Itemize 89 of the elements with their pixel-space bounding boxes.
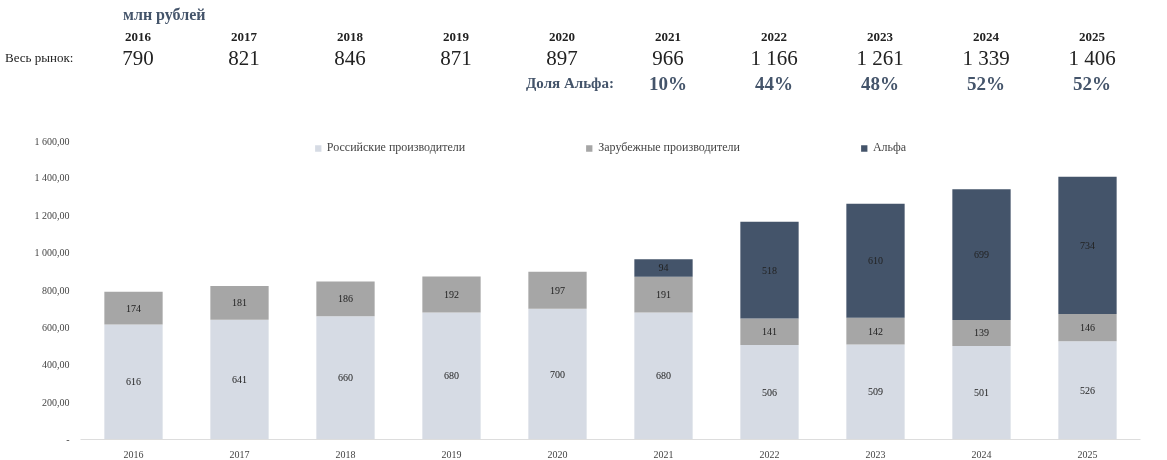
y-tick-label: 400,00 [42,359,70,371]
text: 871 [439,45,473,72]
category-label: 2018 [337,29,363,44]
bar [528,271,587,309]
y-tick-label: 1 000,00 [34,247,70,259]
data-label: 526 [1080,384,1095,396]
y-tick-label: - [66,434,70,445]
data-label: 142 [868,325,883,337]
legend-label: Зарубежные производители [598,140,740,155]
y-tick-label: 1 600,00 [34,135,70,147]
bar [740,318,799,345]
text: 966 [651,45,685,72]
legend-label: Альфа [872,140,907,155]
data-label: 680 [444,370,459,382]
data-label: 660 [338,372,353,384]
bar [1058,313,1117,342]
bar [740,221,799,319]
bar [846,203,905,318]
text: 48% [860,71,900,96]
data-label: 146 [1080,322,1095,334]
chart-title: млн рублей [123,5,207,25]
data-label: 197 [550,284,565,296]
y-tick-label: 1 400,00 [34,172,70,184]
text: 897 [545,45,579,72]
bar [104,291,163,325]
y-tick-label: 200,00 [42,396,70,408]
bar [1058,176,1117,314]
x-tick-label: 2024 [971,448,992,460]
x-tick-label: 2019 [441,448,462,460]
bar [952,189,1011,320]
data-label: 616 [126,376,141,388]
x-tick-label: 2017 [229,448,250,460]
text: Весь рынок: [5,49,75,68]
text: 1 261 [855,45,905,72]
text: 1 406 [1067,45,1117,72]
category-label: 2024 [973,29,999,44]
bar [846,317,905,345]
data-label: 641 [232,374,247,386]
category-label: 2019 [443,29,469,44]
category-label: 2017 [231,29,257,44]
text: 790 [121,45,155,72]
x-tick-label: 2020 [547,448,568,460]
data-label: 501 [974,387,989,399]
category-label: 2020 [549,29,575,44]
data-label: 506 [762,386,777,398]
text: 1 166 [749,45,799,72]
data-label: 509 [868,386,883,398]
x-tick-label: 2021 [653,448,674,460]
text: 52% [1072,71,1112,96]
text: Доля Альфа: [525,74,615,93]
data-label: 181 [232,297,247,309]
text: 44% [754,71,794,96]
x-tick-label: 2016 [123,448,144,460]
data-label: 734 [1080,239,1095,251]
data-label: 186 [338,293,353,305]
bar [210,285,269,320]
x-tick-label: 2023 [865,448,886,460]
data-label: 141 [762,326,777,338]
y-tick-label: 600,00 [42,321,70,333]
text: 1 339 [961,45,1011,72]
category-label: 2022 [761,29,787,44]
data-label: 174 [126,302,141,314]
bar [316,281,375,317]
text: 846 [333,45,367,72]
data-label: 192 [444,288,459,300]
bar [634,276,693,313]
data-label: 518 [762,264,777,276]
data-label: 191 [656,289,671,301]
category-label: 2023 [867,29,893,44]
bar [634,259,693,277]
y-tick-label: 1 200,00 [34,209,70,221]
x-tick-label: 2022 [759,448,780,460]
category-label: 2021 [655,29,681,44]
data-label: 700 [550,368,565,380]
data-label: 94 [658,262,669,274]
text: 10% [648,71,688,96]
bar [952,319,1011,346]
category-label: 2016 [125,29,151,44]
x-tick-label: 2025 [1077,448,1098,460]
legend-label: Российские производители [326,140,466,155]
data-label: 680 [656,370,671,382]
text: 52% [966,71,1006,96]
x-tick-label: 2018 [335,448,356,460]
data-label: 139 [974,327,989,339]
y-tick-label: 800,00 [42,284,70,296]
data-label: 610 [868,255,883,267]
bar [422,276,481,313]
category-label: 2025 [1079,29,1105,44]
text: 821 [227,45,261,72]
